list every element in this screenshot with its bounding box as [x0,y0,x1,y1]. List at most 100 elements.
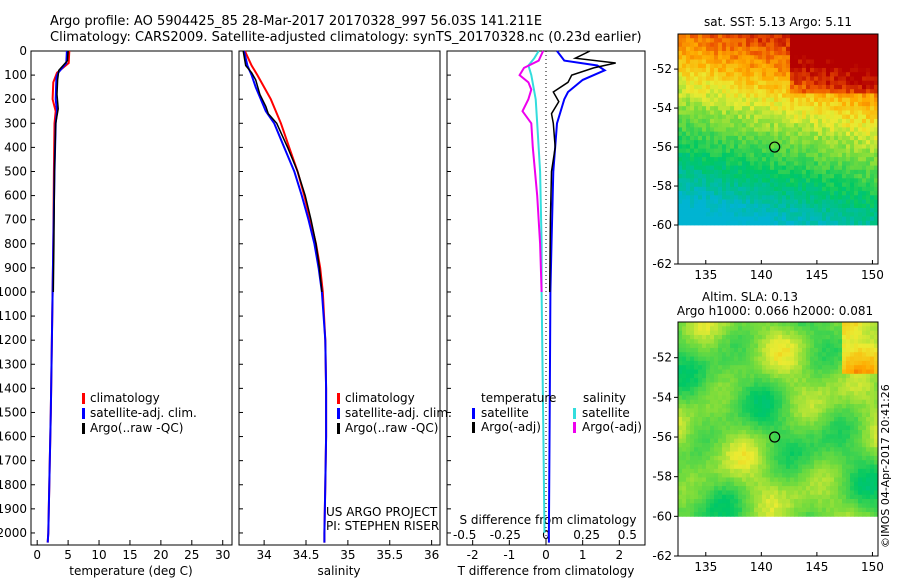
sst-cell [790,152,795,158]
sla-cell [746,382,751,388]
sst-cell [790,97,795,103]
sla-cell [770,386,775,392]
sla-cell [810,343,815,349]
sst-cell [782,89,787,94]
sla-cell [710,503,715,509]
sla-cell [822,460,827,465]
sla-cell [730,326,735,332]
sla-cell [822,503,827,509]
sst-cell [778,140,783,145]
sst-cell [710,101,715,107]
sst-cell [770,50,775,56]
sst-cell [862,148,867,154]
diff-legend-title-temp: temperature [481,391,556,405]
sst-cell [766,195,771,200]
sst-cell [678,191,683,196]
sst-cell [770,101,775,107]
sla-cell [718,468,723,474]
sst-cell [834,72,839,77]
sla-cell [794,512,799,517]
sla-cell [678,512,683,517]
sst-cell [690,220,695,226]
sla-cell [730,360,735,366]
sla-cell [818,395,823,401]
sla-cell [806,438,811,444]
sla-cell [718,365,723,370]
sla-cell [874,503,879,509]
sla-cell [730,365,735,370]
sst-cell [834,178,839,183]
sst-cell [858,131,863,137]
sla-cell [698,468,703,474]
sla-cell [682,481,687,487]
sla-cell [818,490,823,496]
sla-cell [742,330,747,336]
sst-cell [874,220,879,226]
sst-cell [686,80,691,86]
sst-cell [786,101,791,107]
sst-cell [730,203,735,209]
sst-cell [774,50,779,56]
sla-cell [774,512,779,517]
sst-cell [742,76,747,82]
sla-cell [870,382,875,388]
sst-cell [846,93,851,99]
sst-cell [834,131,839,137]
sla-cell [814,438,819,444]
sst-cell [686,157,691,162]
sla-cell [718,499,723,504]
sla-cell [838,494,843,500]
sst-cell [714,67,719,73]
sla-cell [866,499,871,504]
sla-cell [810,360,815,366]
sst-cell [810,135,815,141]
sst-cell [830,84,835,90]
sst-cell [826,63,831,69]
sla-cell [818,356,823,362]
sst-cell [854,182,859,188]
sst-cell [734,59,739,65]
sst-cell [690,195,695,200]
sla-cell [762,442,767,448]
sst-cell [810,55,815,60]
sla-cell [722,347,727,353]
sla-cell [770,373,775,379]
sla-cell [854,360,859,366]
sst-cell [782,72,787,77]
sst-cell [762,216,767,222]
sla-cell [710,481,715,487]
sst-cell [826,161,831,166]
sla-cell [754,365,759,370]
sst-cell [774,208,779,213]
sst-cell [870,208,875,213]
sla-cell [838,339,843,344]
sla-cell [766,399,771,405]
sst-cell [710,84,715,90]
sst-cell [702,55,707,60]
sst-cell [846,165,851,171]
sla-cell [854,421,859,427]
sst-cell [678,220,683,226]
sla-cell [726,356,731,362]
sst-cell [834,199,839,205]
sla-cell [690,438,695,444]
sst-cell [834,46,839,52]
sla-cell [722,404,727,409]
sla-cell [850,347,855,353]
sst-cell [718,157,723,162]
sla-cell [810,399,815,405]
sst-cell [774,131,779,137]
sla-cell [722,322,727,327]
sst-cell [842,203,847,209]
sla-cell [806,386,811,392]
sla-cell [842,373,847,379]
sla-cell [866,490,871,496]
sst-cell [778,152,783,158]
sla-cell [846,481,851,487]
sst-cell [758,80,763,86]
sst-cell [766,216,771,222]
sla-cell [866,356,871,362]
sst-cell [854,84,859,90]
sla-xtick-label: 150 [861,560,884,574]
sla-cell [774,442,779,448]
